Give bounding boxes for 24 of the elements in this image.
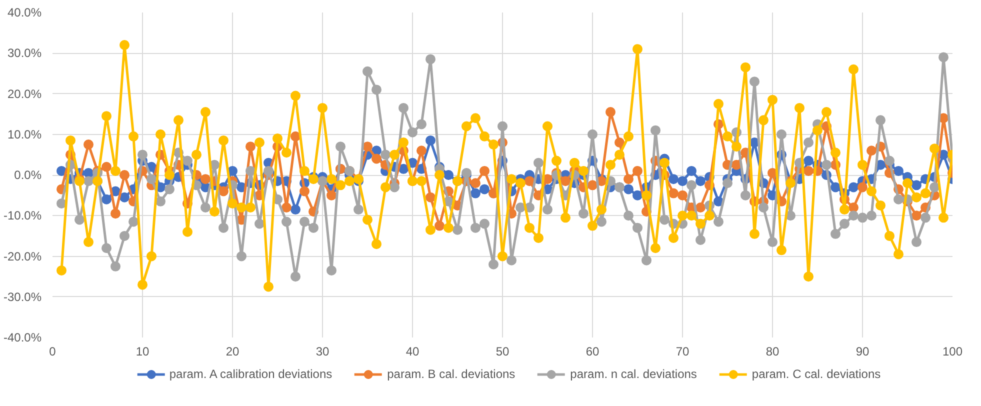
x-tick-label: 40 bbox=[406, 344, 420, 358]
x-tick-label: 30 bbox=[316, 344, 330, 358]
legend-label: param. B cal. deviations bbox=[387, 367, 516, 381]
y-tick-label: 30.0% bbox=[7, 46, 42, 60]
x-tick-label: 70 bbox=[676, 344, 690, 358]
y-tick-label: -30.0% bbox=[3, 290, 42, 304]
x-tick-label: 60 bbox=[586, 344, 600, 358]
y-tick-label: 0.0% bbox=[14, 168, 42, 182]
y-tick-label: -40.0% bbox=[3, 330, 42, 344]
y-tick-label: -20.0% bbox=[3, 249, 42, 264]
y-tick-label: -10.0% bbox=[3, 208, 42, 223]
y-tick-label: 40.0% bbox=[7, 6, 42, 20]
x-tick-label: 100 bbox=[942, 344, 963, 358]
x-tick-label: 0 bbox=[49, 344, 56, 358]
x-tick-label: 50 bbox=[496, 344, 510, 358]
x-tick-label: 20 bbox=[226, 344, 240, 358]
y-tick-label: 10.0% bbox=[7, 127, 42, 142]
x-tick-label: 10 bbox=[136, 344, 150, 358]
y-tick-label: 20.0% bbox=[7, 86, 42, 101]
legend-label: param. n cal. deviations bbox=[570, 367, 697, 381]
legend-label: param. A calibration deviations bbox=[169, 367, 332, 381]
x-tick-label: 90 bbox=[856, 344, 870, 358]
legend-label: param. C cal. deviations bbox=[752, 367, 881, 381]
x-tick-label: 80 bbox=[766, 344, 780, 358]
